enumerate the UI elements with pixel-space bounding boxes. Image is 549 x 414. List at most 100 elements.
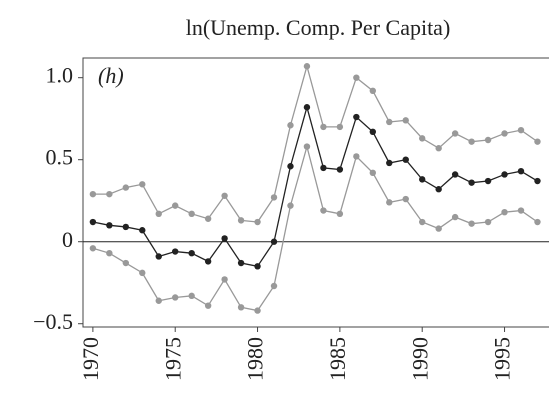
- series-point: [89, 245, 97, 252]
- series-point: [188, 292, 195, 300]
- series-line: [92, 63, 538, 223]
- series-point: [435, 225, 442, 232]
- series-point: [336, 166, 344, 173]
- y-tick-label: −0.5: [33, 309, 73, 334]
- series-point: [386, 118, 393, 126]
- series-point: [270, 238, 278, 245]
- x-tick-label: 1975: [160, 337, 185, 381]
- series-point: [155, 210, 162, 218]
- series-point: [287, 202, 294, 209]
- series-point: [353, 153, 360, 160]
- series-point: [501, 130, 508, 137]
- series-point: [320, 123, 327, 131]
- series-point: [435, 186, 442, 193]
- series-point: [336, 210, 344, 218]
- series-point: [254, 218, 261, 226]
- series-point: [484, 136, 492, 144]
- series-point: [484, 218, 492, 226]
- series-point: [237, 259, 245, 267]
- series-point: [517, 126, 525, 134]
- series-point: [106, 249, 113, 257]
- series-line: [92, 144, 538, 312]
- series-point: [172, 294, 179, 301]
- series-point: [451, 171, 459, 178]
- series-point: [139, 181, 146, 188]
- series-point: [353, 74, 360, 81]
- series-point: [155, 297, 162, 304]
- series-point: [237, 217, 245, 224]
- series-point: [369, 87, 377, 95]
- series-point: [534, 138, 541, 145]
- x-tick-label: 1995: [490, 337, 515, 381]
- series-point: [419, 218, 426, 226]
- series-point: [139, 269, 146, 277]
- series-point: [287, 163, 294, 170]
- series-point: [402, 195, 409, 203]
- series-point: [468, 179, 475, 186]
- series-point: [122, 259, 130, 267]
- series-point: [172, 248, 179, 255]
- series-point: [204, 302, 212, 309]
- series-point: [303, 143, 311, 150]
- series-point: [303, 63, 311, 70]
- y-tick-label: 0.5: [46, 145, 74, 170]
- series-point: [122, 184, 130, 191]
- y-tick-label: 1.0: [46, 63, 74, 88]
- series-point: [451, 213, 459, 221]
- series-point: [89, 190, 97, 198]
- chart-title: ln(Unemp. Comp. Per Capita): [186, 15, 451, 40]
- series-point: [204, 258, 212, 265]
- series-point: [320, 207, 327, 214]
- plot-frame: [82, 57, 549, 328]
- series-point: [188, 210, 195, 218]
- series-point: [270, 282, 278, 290]
- series-point: [501, 171, 508, 178]
- series-point: [172, 202, 179, 209]
- series-point: [517, 167, 525, 175]
- series-point: [353, 113, 360, 121]
- series-point: [419, 135, 426, 142]
- series-point: [287, 122, 294, 129]
- series-point: [188, 249, 195, 257]
- series-point: [386, 199, 393, 206]
- series-line: [92, 104, 538, 268]
- series-point: [106, 190, 113, 198]
- series-point: [254, 263, 261, 270]
- series-point: [501, 208, 508, 216]
- series-point: [468, 220, 475, 227]
- series-point: [89, 218, 97, 226]
- series-point: [106, 222, 113, 229]
- series-point: [534, 177, 541, 185]
- series-point: [468, 138, 475, 145]
- series-point: [254, 307, 261, 314]
- series-point: [484, 177, 492, 185]
- x-tick-label: 1990: [407, 337, 432, 381]
- series-point: [221, 276, 228, 283]
- series-point: [534, 218, 541, 226]
- x-tick-label: 1970: [78, 337, 103, 381]
- series-point: [237, 304, 245, 311]
- series-point: [451, 130, 459, 137]
- series-point: [435, 145, 442, 152]
- series-point: [402, 156, 409, 163]
- panel-label: (h): [98, 63, 124, 88]
- series-point: [221, 192, 228, 199]
- series-point: [369, 169, 377, 177]
- series-point: [336, 123, 344, 131]
- y-tick-label: 0: [62, 227, 73, 252]
- series-point: [221, 235, 228, 242]
- series-point: [303, 104, 311, 111]
- x-tick-label: 1980: [243, 337, 268, 381]
- series-point: [402, 117, 409, 124]
- x-tick-label: 1985: [325, 337, 350, 381]
- series-point: [517, 207, 525, 214]
- series-point: [419, 176, 426, 183]
- series-point: [155, 253, 162, 260]
- series-point: [139, 227, 146, 234]
- series-point: [369, 128, 377, 136]
- series-point: [122, 223, 130, 231]
- series-point: [204, 215, 212, 222]
- series-point: [386, 159, 393, 167]
- series-point: [320, 164, 327, 172]
